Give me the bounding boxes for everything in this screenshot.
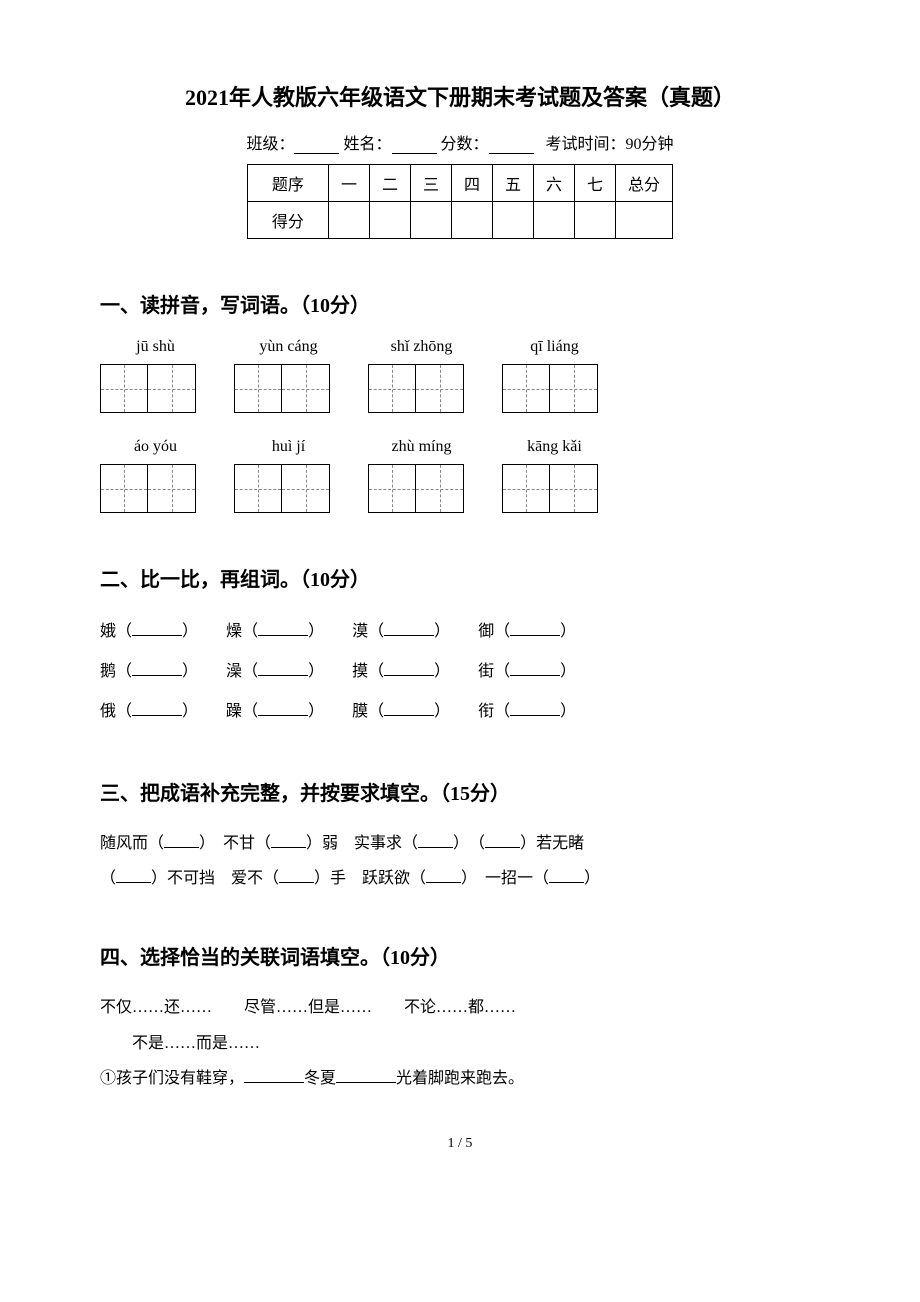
char-grid[interactable] [100, 464, 196, 513]
q2-item: 娥（） [100, 612, 198, 652]
document-title: 2021年人教版六年级语文下册期末考试题及答案（真题） [100, 80, 820, 112]
answer-blank[interactable] [418, 832, 453, 848]
answer-blank[interactable] [258, 660, 308, 676]
char-grid[interactable] [502, 364, 598, 413]
answer-blank[interactable] [336, 1067, 396, 1083]
score-label: 分数： [441, 136, 489, 153]
pinyin-label: yùn cáng [241, 338, 336, 356]
pinyin-label: jū shù [108, 338, 203, 356]
section3-heading: 三、把成语补充完整，并按要求填空。（15分） [100, 777, 820, 806]
q2-item: 澡（） [226, 652, 324, 692]
q2-row: 俄（） 躁（） 膜（） 衔（） [100, 692, 820, 732]
answer-blank[interactable] [510, 620, 560, 636]
q2-item: 俄（） [100, 692, 198, 732]
info-line: 班级： 姓名： 分数： 考试时间：90分钟 [100, 130, 820, 154]
char-grid[interactable] [234, 464, 330, 513]
q4-question: ①孩子们没有鞋穿，冬夏光着脚跑来跑去。 [100, 1061, 820, 1096]
pinyin-label: qī liáng [507, 338, 602, 356]
answer-blank[interactable] [258, 700, 308, 716]
q2-item: 漠（） [352, 612, 450, 652]
answer-blank[interactable] [384, 700, 434, 716]
col-header: 七 [575, 165, 616, 202]
pinyin-label: zhù míng [374, 438, 469, 456]
pinyin-row: jū shù yùn cáng shǐ zhōng qī liáng [108, 338, 820, 356]
col-header: 三 [410, 165, 451, 202]
score-cell[interactable] [328, 202, 369, 239]
score-cell[interactable] [369, 202, 410, 239]
score-cell[interactable] [410, 202, 451, 239]
pinyin-row: áo yóu huì jí zhù míng kāng kǎi [108, 438, 820, 456]
q2-item: 躁（） [226, 692, 324, 732]
col-header: 六 [534, 165, 575, 202]
table-row: 题序 一 二 三 四 五 六 七 总分 [247, 165, 672, 202]
answer-blank[interactable] [116, 867, 151, 883]
answer-blank[interactable] [279, 867, 314, 883]
q2-item: 膜（） [352, 692, 450, 732]
row-label: 题序 [247, 165, 328, 202]
col-header: 一 [328, 165, 369, 202]
q2-item: 御（） [478, 612, 576, 652]
char-grid[interactable] [368, 364, 464, 413]
char-grid[interactable] [502, 464, 598, 513]
class-label: 班级： [246, 136, 294, 153]
col-header: 四 [451, 165, 492, 202]
q2-item: 燥（） [226, 612, 324, 652]
name-blank[interactable] [392, 136, 437, 154]
answer-blank[interactable] [426, 867, 461, 883]
answer-blank[interactable] [244, 1067, 304, 1083]
answer-blank[interactable] [132, 700, 182, 716]
answer-blank[interactable] [510, 660, 560, 676]
answer-blank[interactable] [510, 700, 560, 716]
pinyin-label: áo yóu [108, 438, 203, 456]
time-label: 考试时间：90分钟 [546, 136, 674, 153]
col-header: 二 [369, 165, 410, 202]
score-cell[interactable] [575, 202, 616, 239]
q4-options: 不是……而是…… [100, 1026, 820, 1061]
score-cell[interactable] [451, 202, 492, 239]
row-label: 得分 [247, 202, 328, 239]
q2-row: 鹅（） 澡（） 摸（） 街（） [100, 652, 820, 692]
q2-item: 鹅（） [100, 652, 198, 692]
q3-line: （）不可挡 爱不（）手 跃跃欲（） 一招一（） [100, 861, 820, 896]
q4-options: 不仅……还…… 尽管……但是…… 不论……都…… [100, 990, 820, 1025]
pinyin-label: kāng kǎi [507, 438, 602, 456]
section2-heading: 二、比一比，再组词。（10分） [100, 563, 820, 592]
score-table: 题序 一 二 三 四 五 六 七 总分 得分 [247, 164, 673, 239]
score-cell[interactable] [616, 202, 673, 239]
char-grid[interactable] [234, 364, 330, 413]
name-label: 姓名： [343, 136, 391, 153]
q2-item: 衔（） [478, 692, 576, 732]
answer-blank[interactable] [384, 660, 434, 676]
q2-item: 街（） [478, 652, 576, 692]
answer-blank[interactable] [132, 620, 182, 636]
q2-item: 摸（） [352, 652, 450, 692]
answer-blank[interactable] [271, 832, 306, 848]
section1-heading: 一、读拼音，写词语。（10分） [100, 289, 820, 318]
col-header: 五 [493, 165, 534, 202]
score-cell[interactable] [534, 202, 575, 239]
grid-row [100, 364, 820, 413]
answer-blank[interactable] [549, 867, 584, 883]
answer-blank[interactable] [485, 832, 520, 848]
score-blank[interactable] [489, 136, 534, 154]
page-footer: 1 / 5 [100, 1136, 820, 1152]
score-cell[interactable] [493, 202, 534, 239]
grid-row [100, 464, 820, 513]
pinyin-label: huì jí [241, 438, 336, 456]
pinyin-label: shǐ zhōng [374, 338, 469, 356]
char-grid[interactable] [100, 364, 196, 413]
answer-blank[interactable] [384, 620, 434, 636]
answer-blank[interactable] [164, 832, 199, 848]
table-row: 得分 [247, 202, 672, 239]
section4-heading: 四、选择恰当的关联词语填空。（10分） [100, 941, 820, 970]
q2-row: 娥（） 燥（） 漠（） 御（） [100, 612, 820, 652]
class-blank[interactable] [294, 136, 339, 154]
char-grid[interactable] [368, 464, 464, 513]
col-header: 总分 [616, 165, 673, 202]
q3-line: 随风而（） 不甘（）弱 实事求（） （）若无睹 [100, 826, 820, 861]
answer-blank[interactable] [258, 620, 308, 636]
answer-blank[interactable] [132, 660, 182, 676]
